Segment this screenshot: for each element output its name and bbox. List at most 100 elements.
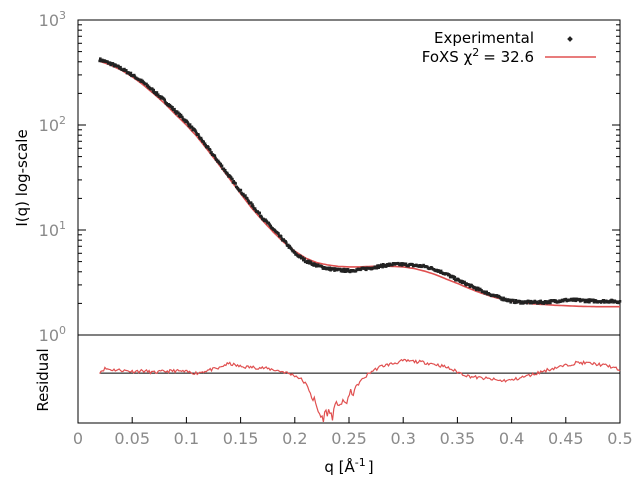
x-tick-label: 0.4 <box>499 429 524 448</box>
y-axis-label-residual: Residual <box>34 348 52 411</box>
experimental-point <box>346 268 350 271</box>
experimental-point <box>452 277 456 280</box>
experimental-point <box>188 124 191 128</box>
legend-label-foxs-text: FoXS χ <box>422 48 473 66</box>
experimental-point <box>542 302 546 305</box>
experimental-point <box>329 268 332 272</box>
experimental-point <box>219 162 222 166</box>
experimental-point <box>251 203 254 206</box>
x-tick-labels: 0 0.05 0.1 0.15 0.2 0.25 0.3 0.35 0.4 0.45 0.5 <box>73 429 633 448</box>
experimental-point <box>199 136 203 140</box>
experimental-point <box>188 123 192 126</box>
experimental-point <box>502 296 505 300</box>
experimental-point <box>244 194 247 197</box>
experimental-series-points <box>98 57 622 305</box>
experimental-point <box>155 91 159 94</box>
experimental-point <box>277 232 280 235</box>
experimental-point <box>285 241 288 244</box>
experimental-point <box>197 133 200 136</box>
experimental-point <box>181 115 184 119</box>
experimental-point <box>171 106 174 109</box>
x-axis-label-suffix: ] <box>368 458 374 476</box>
experimental-point <box>404 262 408 266</box>
experimental-point <box>249 201 253 205</box>
x-tick-label: 0.2 <box>282 429 307 448</box>
experimental-point <box>407 264 410 268</box>
experimental-point <box>400 264 404 267</box>
experimental-point <box>344 269 348 273</box>
experimental-point <box>453 275 457 279</box>
x-tick-label: 0.1 <box>174 429 199 448</box>
experimental-point <box>385 264 388 268</box>
experimental-point <box>280 237 284 241</box>
experimental-point <box>448 273 451 277</box>
y-tick-label: 103 <box>39 9 66 30</box>
legend-label-foxs: FoXS χ2 = 32.6 <box>422 46 534 66</box>
experimental-point <box>204 144 207 147</box>
experimental-point <box>146 84 150 87</box>
experimental-point <box>223 169 227 172</box>
experimental-point <box>117 64 120 68</box>
experimental-point <box>145 82 148 86</box>
experimental-point <box>463 280 466 284</box>
experimental-point <box>207 145 210 149</box>
experimental-point <box>99 57 102 60</box>
experimental-point <box>123 67 126 71</box>
experimental-point <box>106 60 109 63</box>
y-tick-marks <box>78 24 620 304</box>
experimental-point <box>482 290 486 294</box>
experimental-point <box>305 261 309 264</box>
experimental-point <box>260 215 263 219</box>
main-plot-frame <box>77 19 621 336</box>
residual-plot-frame <box>77 334 621 424</box>
residual-series-line <box>99 358 621 423</box>
experimental-point <box>609 300 613 304</box>
experimental-point <box>564 297 568 301</box>
y-tick-labels: 100 101 102 103 <box>39 9 66 345</box>
experimental-point <box>200 138 204 142</box>
experimental-point <box>303 257 306 261</box>
experimental-point <box>509 301 512 304</box>
x-axis-label-text: q [Å <box>324 457 355 476</box>
experimental-point <box>242 192 245 196</box>
experimental-point <box>234 182 237 185</box>
experimental-point <box>279 235 283 238</box>
experimental-point <box>618 300 622 303</box>
experimental-point <box>208 148 212 152</box>
experimental-point <box>203 142 207 145</box>
experimental-point <box>307 259 310 263</box>
experimental-point <box>468 285 472 289</box>
experimental-point <box>525 301 529 305</box>
experimental-point <box>301 256 304 259</box>
experimental-point <box>292 249 295 253</box>
experimental-point <box>125 69 128 72</box>
y-tick-label: 100 <box>39 324 66 345</box>
experimental-point <box>152 88 155 92</box>
experimental-point <box>495 294 499 297</box>
experimental-point <box>112 62 115 66</box>
experimental-point <box>129 71 133 75</box>
experimental-point <box>309 261 313 264</box>
experimental-point <box>365 268 368 272</box>
experimental-point <box>225 171 229 175</box>
experimental-point <box>214 156 217 160</box>
experimental-point <box>153 91 157 94</box>
experimental-point <box>327 266 330 270</box>
experimental-point <box>340 268 343 271</box>
experimental-point <box>586 300 589 304</box>
experimental-point <box>239 188 243 192</box>
experimental-point <box>190 125 194 129</box>
experimental-point <box>320 265 324 268</box>
experimental-point <box>251 205 255 208</box>
x-tick-label: 0.3 <box>390 429 415 448</box>
experimental-point <box>341 270 345 273</box>
x-tick-label: 0.45 <box>548 429 584 448</box>
y-tick-label: 101 <box>39 219 66 240</box>
experimental-point <box>163 98 166 102</box>
experimental-point <box>314 263 317 266</box>
experimental-point <box>179 113 183 117</box>
legend-marker-experimental <box>567 36 573 42</box>
experimental-point <box>246 197 249 200</box>
experimental-point <box>391 263 394 267</box>
legend-label-experimental: Experimental <box>434 29 534 47</box>
